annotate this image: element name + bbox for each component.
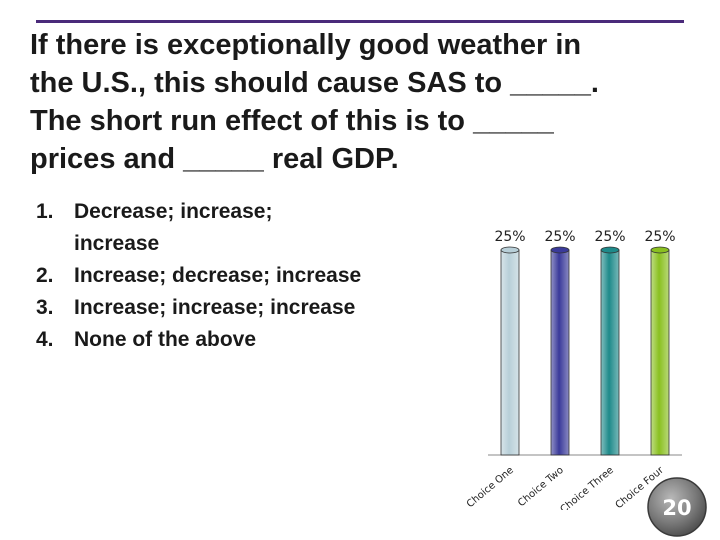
answer-number: 3. (36, 296, 54, 319)
category-label-2: Choice Two (516, 465, 566, 509)
bar-2 (550, 249, 570, 456)
question-text: If there is exceptionally good weather i… (30, 26, 700, 178)
question-line-3: The short run effect of this is to _____ (30, 105, 554, 137)
timer-value: 20 (662, 496, 691, 520)
answer-number: 2. (36, 264, 54, 287)
answer-option-3[interactable]: 3. Increase; increase; increase (36, 292, 416, 324)
answer-text: Decrease; increase; increase (74, 200, 273, 255)
answer-text: Increase; decrease; increase (74, 264, 362, 287)
bar-1 (500, 249, 520, 456)
answer-option-1[interactable]: 1. Decrease; increase; increase (36, 196, 416, 260)
bar-top-2 (550, 246, 570, 254)
answer-text: Increase; increase; increase (74, 296, 356, 319)
value-label-4: 25% (644, 229, 675, 245)
question-line-1: If there is exceptionally good weather i… (30, 29, 582, 61)
answer-list: 1. Decrease; increase; increase 2. Incre… (36, 196, 416, 356)
bar-top-1 (500, 246, 520, 254)
response-bar-chart: 25% Choice One 25% Choice Two 25% Choice Thre… (465, 229, 682, 510)
bar-top-4 (650, 246, 670, 254)
bar-top-3 (600, 246, 620, 254)
bar-3 (600, 249, 620, 456)
value-label-1: 25% (494, 229, 525, 245)
value-label-2: 25% (544, 229, 575, 245)
question-line-2: the U.S., this should cause SAS to _____… (30, 67, 599, 99)
title-rule (36, 20, 684, 23)
category-label-3: Choice Three (559, 465, 616, 510)
answer-text: None of the above (74, 328, 257, 351)
value-label-3: 25% (594, 229, 625, 245)
question-line-4: prices and _____ real GDP. (30, 143, 399, 175)
answer-number: 1. (36, 200, 54, 223)
timer-circle (647, 477, 707, 537)
bar-4 (650, 249, 670, 456)
answer-option-2[interactable]: 2. Increase; decrease; increase (36, 260, 416, 292)
answer-option-4[interactable]: 4. None of the above (36, 324, 416, 356)
category-label-1: Choice One (465, 465, 516, 510)
countdown-timer: 20 (647, 477, 707, 537)
answer-number: 4. (36, 328, 54, 351)
